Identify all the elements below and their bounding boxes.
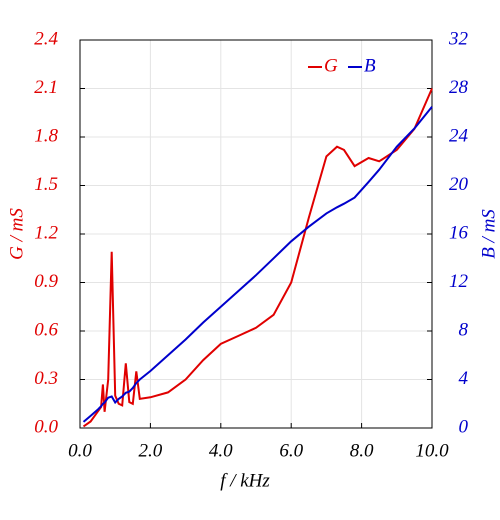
y2-tick-label: 28	[449, 77, 469, 98]
legend-label: G	[324, 55, 338, 76]
x-tick-label: 6.0	[279, 440, 303, 461]
x-tick-label: 8.0	[350, 440, 374, 461]
y-tick-label: 1.2	[34, 222, 58, 243]
y2-tick-label: 8	[459, 319, 469, 340]
legend-label: B	[364, 55, 376, 76]
y2-tick-label: 4	[459, 368, 469, 389]
x-tick-label: 2.0	[139, 440, 163, 461]
y2-tick-label: 24	[449, 125, 469, 146]
y-tick-label: 1.5	[34, 174, 58, 195]
y2-axis-label: B / mS	[478, 209, 499, 259]
x-tick-label: 10.0	[415, 440, 449, 461]
x-axis-label: f / kHz	[220, 470, 270, 491]
series-line	[82, 88, 433, 428]
y-tick-label: 0.9	[34, 271, 58, 292]
y2-tick-label: 12	[449, 271, 469, 292]
y-tick-label: 2.4	[34, 28, 58, 49]
y-tick-label: 1.8	[34, 125, 58, 146]
y2-tick-label: 20	[449, 174, 469, 195]
x-tick-label: 4.0	[209, 440, 233, 461]
y2-tick-label: 32	[448, 28, 469, 49]
y2-tick-label: 16	[449, 222, 469, 243]
series-line	[82, 106, 433, 423]
y-tick-label: 0.3	[34, 368, 58, 389]
y-axis-label: G / mS	[6, 208, 27, 260]
y-tick-label: 2.1	[34, 77, 58, 98]
y-tick-label: 0.0	[34, 416, 58, 437]
plot-frame	[79, 39, 433, 429]
y-tick-label: 0.6	[34, 319, 58, 340]
x-tick-label: 0.0	[68, 440, 92, 461]
y2-tick-label: 0	[459, 416, 469, 437]
